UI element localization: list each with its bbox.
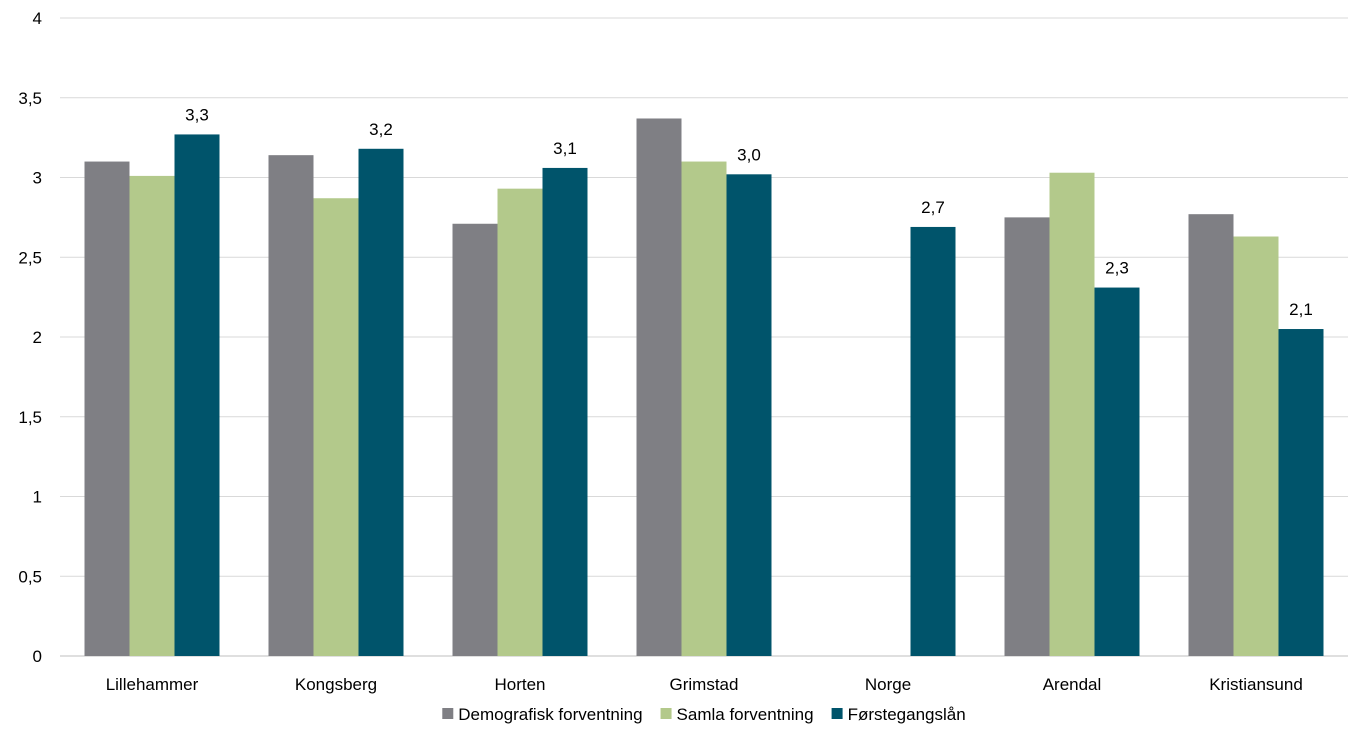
y-axis-tick-labels: 0 0,5 1 1,5 2 2,5 3 3,5 4 — [18, 9, 42, 666]
legend-item: Førstegangslån — [831, 705, 966, 724]
y-tick-label: 1 — [33, 488, 42, 507]
legend-swatch — [831, 708, 843, 719]
legend-item: Demografisk forventning — [442, 705, 643, 724]
bar-horten-series-2 — [542, 167, 588, 656]
x-category-label: Horten — [494, 675, 545, 694]
y-tick-label: 2 — [33, 328, 42, 347]
y-tick-label: 3,5 — [18, 89, 42, 108]
data-label: 2,7 — [921, 198, 945, 217]
x-category-label: Grimstad — [670, 675, 739, 694]
legend-item: Samla forventning — [660, 705, 814, 724]
bar-grimstad-series-2 — [726, 174, 772, 656]
y-tick-label: 3 — [33, 169, 42, 188]
legend-label: Demografisk forventning — [458, 705, 642, 724]
data-labels: 3,3 3,2 3,1 3,0 2,7 2,3 2,1 — [185, 105, 1313, 319]
bar-grimstad-series-0 — [636, 118, 682, 657]
legend-label: Samla forventning — [677, 705, 814, 724]
bar-grimstad-series-1 — [681, 161, 727, 657]
y-tick-label: 0 — [33, 647, 42, 666]
bar-kristiansund-series-0 — [1188, 214, 1234, 656]
legend-swatch — [442, 708, 454, 719]
bar-kongsberg-series-2 — [358, 148, 404, 657]
legend-swatch — [660, 708, 672, 719]
data-label: 3,3 — [185, 105, 209, 124]
bar-horten-series-1 — [497, 188, 543, 657]
y-tick-label: 0,5 — [18, 567, 42, 586]
bar-arendal-series-1 — [1049, 172, 1095, 656]
data-label: 2,1 — [1289, 300, 1313, 319]
x-category-label: Arendal — [1043, 675, 1102, 694]
data-label: 3,1 — [553, 139, 577, 158]
bar-arendal-series-0 — [1004, 217, 1050, 656]
data-label: 3,2 — [369, 120, 393, 139]
bar-horten-series-0 — [452, 223, 498, 656]
data-label: 2,3 — [1105, 259, 1129, 278]
x-category-label: Kristiansund — [1209, 675, 1303, 694]
bar-kristiansund-series-1 — [1233, 236, 1279, 656]
bar-arendal-series-2 — [1094, 287, 1140, 656]
y-tick-label: 4 — [33, 9, 42, 28]
bar-kongsberg-series-0 — [268, 155, 314, 657]
bar-kristiansund-series-2 — [1278, 329, 1324, 656]
y-tick-label: 2,5 — [18, 248, 42, 267]
x-category-label: Kongsberg — [295, 675, 377, 694]
data-label: 3,0 — [737, 145, 761, 164]
x-axis-category-labels: Lillehammer Kongsberg Horten Grimstad Norge A… — [106, 675, 1303, 694]
y-tick-label: 1,5 — [18, 408, 42, 427]
bar-lillehammer-series-2 — [174, 134, 220, 656]
bar-lillehammer-series-0 — [84, 161, 130, 657]
legend-label: Førstegangslån — [848, 705, 966, 724]
bar-lillehammer-series-1 — [129, 175, 175, 656]
x-category-label: Norge — [865, 675, 911, 694]
legend: Demografisk forventning Samla forventning… — [442, 705, 966, 724]
bars — [84, 118, 1324, 657]
bar-norge-series-2 — [910, 226, 956, 656]
bar-kongsberg-series-1 — [313, 198, 359, 657]
x-category-label: Lillehammer — [106, 675, 199, 694]
